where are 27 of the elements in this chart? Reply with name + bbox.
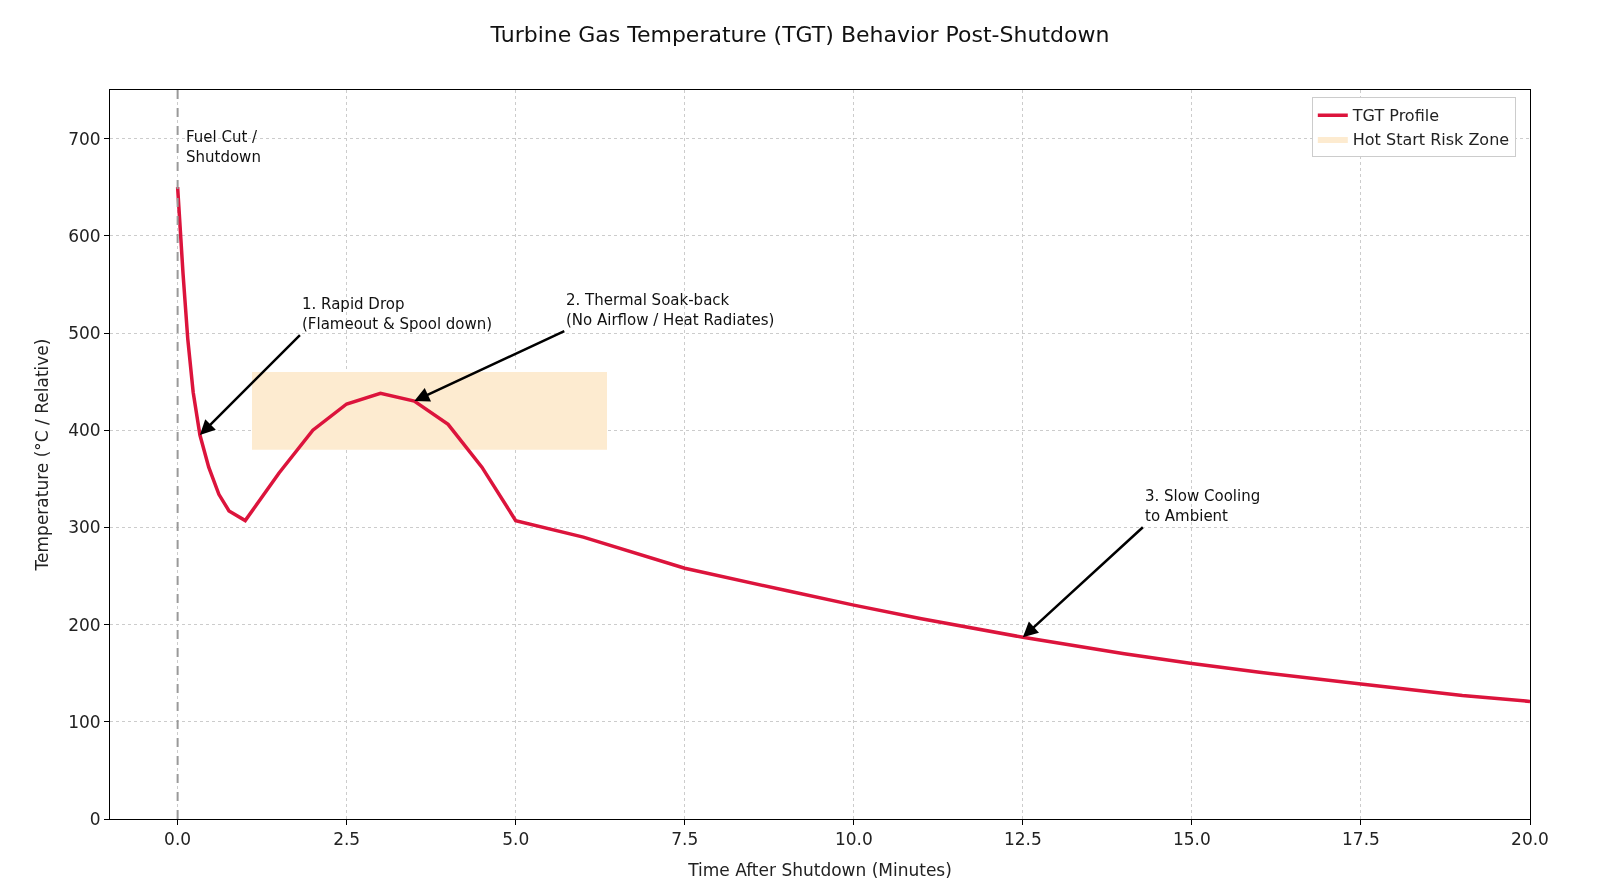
y-axis-title: Temperature (°C / Relative) bbox=[31, 338, 52, 572]
y-tick-label: 300 bbox=[68, 517, 101, 538]
chart-title: Turbine Gas Temperature (TGT) Behavior Post-Shutdown bbox=[489, 22, 1110, 48]
y-tick-label: 700 bbox=[68, 128, 101, 149]
y-tick-label: 400 bbox=[68, 420, 101, 441]
y-tick-label: 0 bbox=[89, 808, 101, 829]
x-tick-label: 0.0 bbox=[164, 829, 192, 850]
legend-label: TGT Profile bbox=[1351, 106, 1440, 126]
annotation: 3. Slow Cooling to Ambient bbox=[1145, 487, 1261, 525]
x-tick-label: 7.5 bbox=[671, 829, 699, 850]
line-series bbox=[175, 185, 1530, 704]
x-tick-label: 20.0 bbox=[1511, 829, 1549, 850]
y-tick-label: 200 bbox=[68, 614, 101, 635]
x-tick-label: 5.0 bbox=[502, 829, 530, 850]
x-tick-label: 12.5 bbox=[1003, 829, 1042, 850]
x-tick-label: 17.5 bbox=[1342, 829, 1380, 850]
annotation: 2. Thermal Soak-back (No Airflow / Heat Radiates) bbox=[566, 291, 775, 329]
y-tick-label: 500 bbox=[68, 322, 101, 343]
x-axis-title: Time After Shutdown (Minutes) bbox=[687, 859, 952, 880]
y-tick-label: 600 bbox=[68, 225, 101, 246]
legend-label: Hot Start Risk Zone bbox=[1352, 130, 1510, 150]
annotation: 1. Rapid Drop (Flameout & Spool down) bbox=[302, 295, 493, 333]
x-tick-label: 10.0 bbox=[834, 829, 873, 850]
x-tick-label: 2.5 bbox=[333, 829, 361, 850]
y-tick-label: 100 bbox=[68, 711, 101, 732]
x-tick-label: 15.0 bbox=[1172, 829, 1211, 850]
ref-line-label: Fuel Cut / Shutdown bbox=[186, 128, 261, 166]
